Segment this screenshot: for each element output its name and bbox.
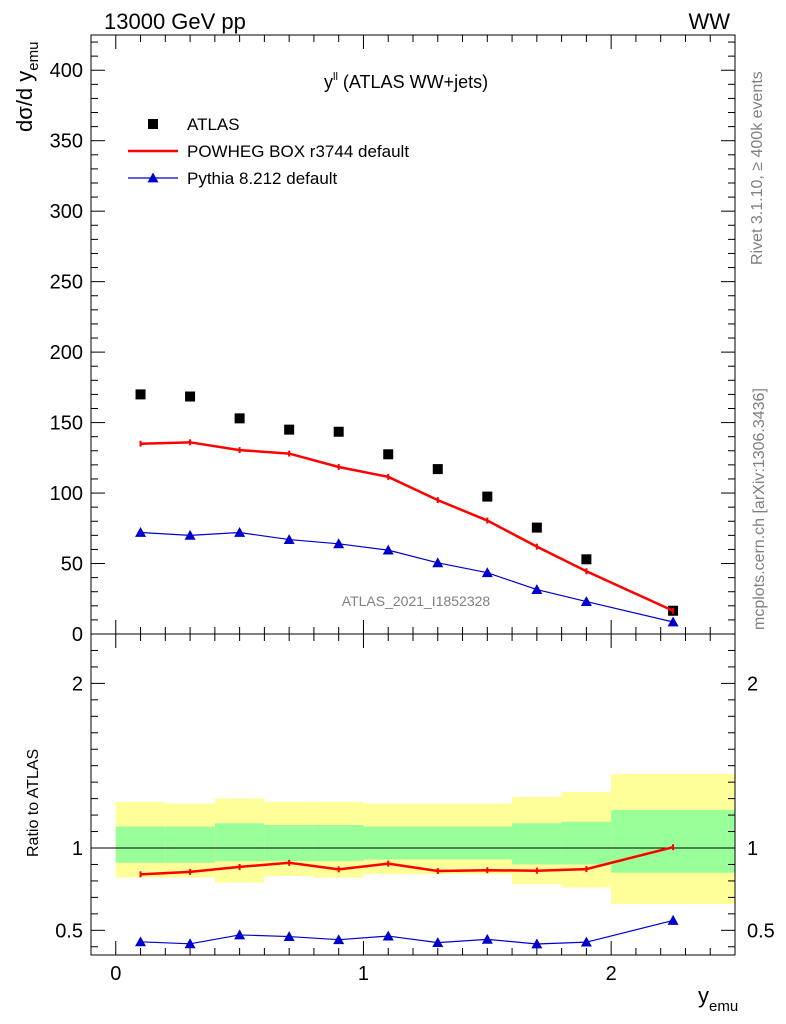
y-tick-label: 50 (61, 554, 83, 576)
y-tick-label: 350 (50, 131, 83, 153)
analysis-id-label: ATLAS_2021_I1852328 (342, 593, 491, 609)
y-tick-label: 400 (50, 60, 83, 82)
mcplots-label: mcplots.cern.ch [arXiv:1306.3436] (751, 388, 768, 630)
inner-band-bin (611, 810, 735, 873)
series-layer (135, 389, 679, 949)
legend-label: POWHEG BOX r3744 default (187, 142, 409, 161)
inner-band-bin (264, 824, 314, 862)
pythia-ratio-marker (481, 933, 493, 944)
pythia-marker (234, 527, 246, 537)
atlas-data-point (383, 449, 394, 460)
inner-band-bin (512, 823, 562, 865)
y-tick-label: 300 (50, 201, 83, 223)
axes-layer: 0 50 100 150 200 250 300 350 400 0.5 0.5 1 1 2 2 0 1 2 (50, 34, 775, 985)
atlas-data-point (581, 554, 592, 565)
inner-band-bin (363, 826, 413, 860)
ratio-y-tick-label-right: 2 (747, 673, 758, 695)
pythia-ratio-marker (333, 934, 345, 945)
pythia-marker (135, 527, 147, 537)
inner-band-bin (462, 826, 513, 860)
inner-band-bin (561, 821, 612, 865)
main-title: yll (ATLAS WW+jets) (324, 71, 488, 92)
atlas-data-point (333, 426, 344, 437)
pythia-marker (667, 616, 679, 627)
pythia-ratio-marker (234, 929, 246, 940)
ratio-bands (91, 773, 735, 904)
inner-band-bin (413, 826, 463, 860)
y-tick-label: 100 (50, 483, 83, 505)
legend-label: ATLAS (187, 115, 240, 134)
pythia-marker (432, 557, 444, 568)
pythia-marker (531, 584, 543, 595)
atlas-data-point (234, 413, 245, 424)
inner-band-bin (165, 826, 215, 863)
x-tick-label: 1 (358, 963, 369, 985)
atlas-data-point (482, 491, 493, 502)
legend-marker-atlas (148, 119, 158, 129)
x-tick-label: 0 (110, 963, 121, 985)
inner-band-bin (214, 823, 265, 862)
pythia-ratio-marker (135, 936, 147, 947)
atlas-data-point (531, 522, 542, 533)
atlas-data-point (135, 389, 146, 400)
rivet-label: Rivet 3.1.10, ≥ 400k events (749, 71, 766, 265)
x-axis-label: yemu (698, 983, 738, 1015)
powheg-line (140, 441, 674, 612)
pythia-ratio-marker (432, 937, 444, 948)
ratio-y-tick-label: 1 (72, 838, 83, 860)
legend: ATLAS POWHEG BOX r3744 default Pythia 8.21… (128, 115, 409, 188)
legend-label: Pythia 8.212 default (187, 169, 338, 188)
atlas-data-point (284, 424, 295, 435)
pythia-marker (481, 567, 493, 578)
pythia-ratio-marker (580, 936, 592, 947)
pythia-marker (184, 529, 196, 540)
pythia-ratio-marker (531, 938, 543, 949)
ratio-y-tick-label: 0.5 (55, 920, 83, 942)
channel-label: WW (688, 9, 730, 34)
atlas-data-point (185, 391, 196, 402)
ratio-y-axis-label: Ratio to ATLAS (25, 749, 42, 857)
legend-marker-pythia (147, 172, 159, 183)
y-tick-label: 200 (50, 342, 83, 364)
y-tick-label: 0 (72, 624, 83, 646)
y-tick-label: 250 (50, 272, 83, 294)
ratio-y-tick-label: 2 (72, 673, 83, 695)
inner-band-bin (313, 824, 364, 862)
x-tick-label: 2 (606, 963, 617, 985)
pythia-ratio-marker (283, 931, 295, 941)
pythia-ratio-marker (382, 930, 394, 941)
pythia-marker (382, 544, 394, 555)
pythia-marker (333, 538, 345, 549)
pythia-marker (283, 534, 295, 544)
pythia-ratio-marker (184, 938, 196, 949)
pythia-ratio-line (140, 919, 674, 945)
y-tick-label: 150 (50, 413, 83, 435)
pythia-ratio-marker (667, 914, 679, 925)
y-axis-label: dσ/d yemu (12, 42, 42, 132)
pythia-marker (580, 596, 592, 606)
process-label: 13000 GeV pp (104, 9, 246, 34)
ratio-y-tick-label-right: 0.5 (747, 920, 775, 942)
ratio-y-tick-label-right: 1 (747, 838, 758, 860)
inner-band-bin (115, 826, 166, 863)
atlas-data-point (432, 464, 443, 475)
